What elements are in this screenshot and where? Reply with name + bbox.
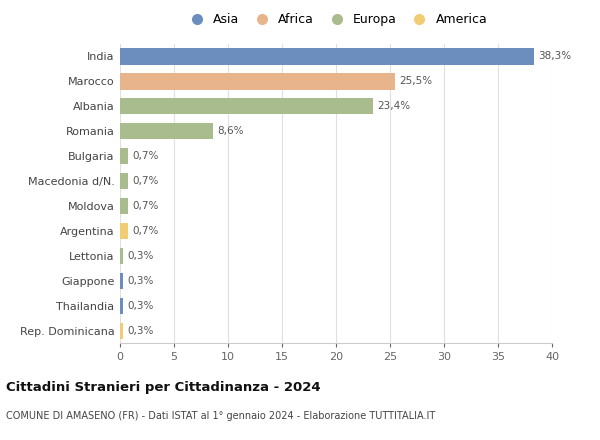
Text: 0,7%: 0,7% bbox=[132, 176, 158, 186]
Legend: Asia, Africa, Europa, America: Asia, Africa, Europa, America bbox=[179, 8, 493, 31]
Bar bbox=[120, 323, 123, 339]
Bar bbox=[120, 73, 395, 89]
Text: Cittadini Stranieri per Cittadinanza - 2024: Cittadini Stranieri per Cittadinanza - 2… bbox=[6, 381, 320, 394]
Bar bbox=[120, 248, 123, 264]
Text: 38,3%: 38,3% bbox=[538, 51, 571, 62]
Bar bbox=[120, 273, 123, 289]
Text: 0,3%: 0,3% bbox=[128, 251, 154, 261]
Text: 8,6%: 8,6% bbox=[217, 126, 244, 136]
Bar bbox=[120, 123, 213, 139]
Text: 0,3%: 0,3% bbox=[128, 301, 154, 311]
Text: 25,5%: 25,5% bbox=[400, 77, 433, 86]
Bar bbox=[120, 223, 128, 239]
Text: 0,7%: 0,7% bbox=[132, 226, 158, 236]
Bar bbox=[120, 48, 533, 65]
Text: COMUNE DI AMASENO (FR) - Dati ISTAT al 1° gennaio 2024 - Elaborazione TUTTITALIA: COMUNE DI AMASENO (FR) - Dati ISTAT al 1… bbox=[6, 411, 435, 422]
Bar bbox=[120, 98, 373, 114]
Bar bbox=[120, 173, 128, 189]
Text: 0,3%: 0,3% bbox=[128, 276, 154, 286]
Bar bbox=[120, 198, 128, 214]
Text: 0,3%: 0,3% bbox=[128, 326, 154, 336]
Text: 0,7%: 0,7% bbox=[132, 151, 158, 161]
Text: 0,7%: 0,7% bbox=[132, 201, 158, 211]
Text: 23,4%: 23,4% bbox=[377, 101, 410, 111]
Bar bbox=[120, 148, 128, 164]
Bar bbox=[120, 298, 123, 314]
